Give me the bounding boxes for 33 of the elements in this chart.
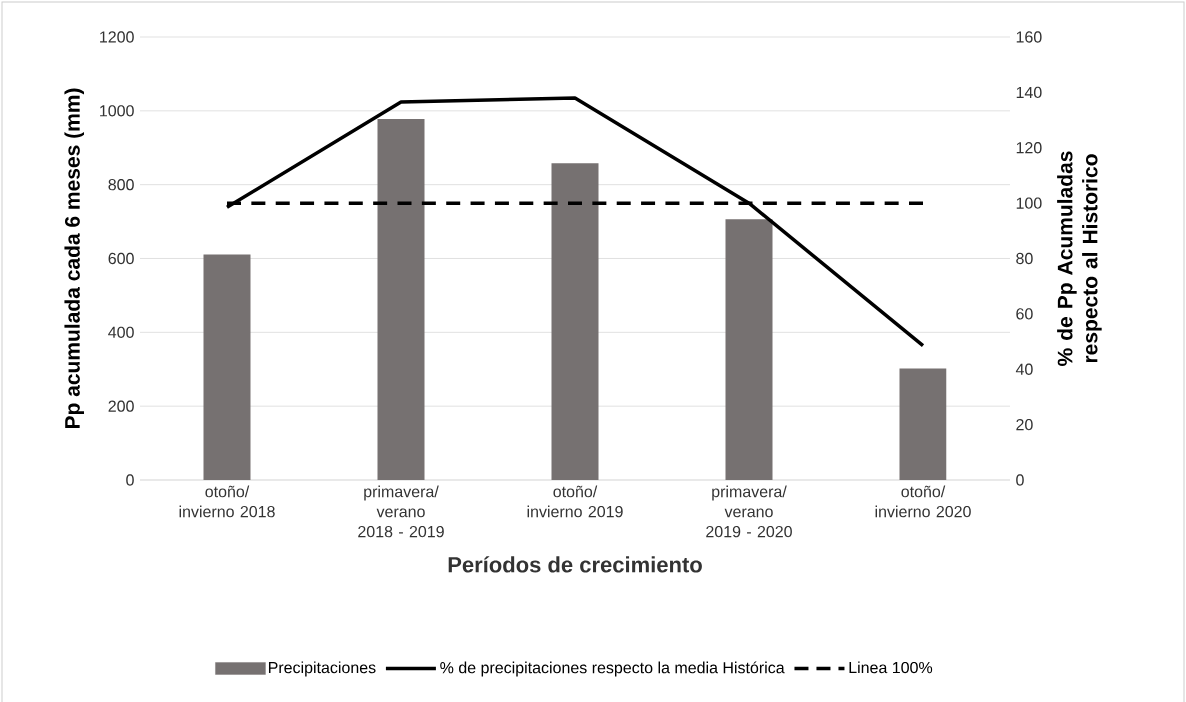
y-tick-label: 400 (108, 326, 134, 338)
legend-label: Linea 100% (849, 661, 933, 674)
bar (551, 163, 599, 480)
y-tick-label: 0 (126, 474, 134, 486)
x-tick-label: otoño/ invierno 2019 (527, 485, 623, 518)
y-tick-label: 600 (108, 252, 134, 265)
bar (899, 368, 947, 480)
y2-tick-label: 160 (1016, 31, 1042, 43)
x-tick-label: primavera/ verano 2019 - 2020 (706, 485, 792, 538)
y2-tick-label: 20 (1016, 418, 1033, 431)
y-axis-title: Pp acumulada cada 6 meses (mm) (64, 88, 85, 429)
y2-axis-title: % de Pp Acumuladas respecto al Historico (1057, 151, 1102, 366)
bar (203, 254, 251, 480)
x-tick-label: primavera/ verano 2018 - 2019 (358, 485, 444, 538)
y2-tick-label: 0 (1016, 474, 1024, 486)
bar (725, 219, 773, 480)
y-tick-label: 200 (108, 400, 134, 412)
legend-label: Precipitaciones (268, 661, 376, 677)
x-axis-title: Períodos de crecimiento (448, 556, 702, 573)
y2-tick-label: 60 (1016, 308, 1033, 320)
y2-tick-label: 120 (1016, 142, 1042, 154)
bar (377, 118, 425, 480)
y2-tick-label: 80 (1016, 252, 1033, 265)
y2-tick-label: 140 (1016, 86, 1042, 99)
y-tick-label: 1200 (100, 31, 134, 43)
x-tick-label: otoño/ invierno 2020 (875, 485, 971, 518)
y-tick-label: 800 (108, 179, 134, 191)
y2-tick-label: 100 (1016, 197, 1042, 209)
y2-tick-label: 40 (1015, 363, 1033, 375)
line-series (225, 96, 925, 348)
x-tick-label: otoño/ invierno 2018 (179, 485, 275, 518)
legend-label: % de precipitaciones respecto la media Histórica (440, 661, 785, 677)
y-tick-label: 1000 (100, 105, 134, 117)
